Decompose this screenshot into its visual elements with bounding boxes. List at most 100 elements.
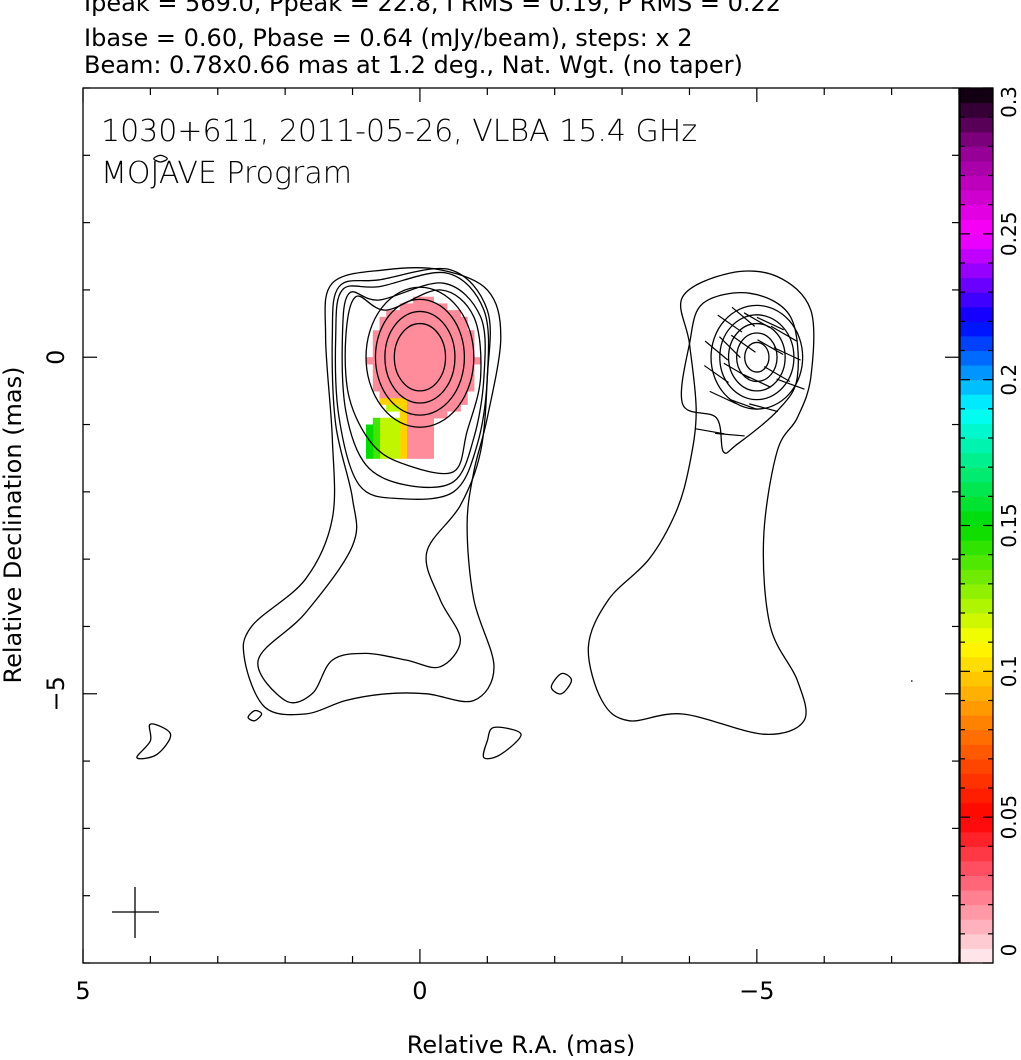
- evpa-vector: [756, 316, 785, 331]
- y-tick-label: −5: [42, 676, 70, 711]
- pol-pixel: [413, 357, 421, 365]
- outer-jet-contour: [587, 270, 815, 735]
- colorbar-step: [960, 496, 993, 512]
- colorbar-step: [960, 481, 993, 497]
- pol-pixel: [366, 431, 374, 439]
- pol-pixel: [413, 350, 421, 358]
- pol-pixel: [440, 337, 448, 345]
- colorbar-step: [960, 335, 993, 351]
- pol-pixel: [379, 424, 387, 432]
- pol-pixel: [460, 316, 468, 325]
- pol-pixel: [393, 417, 401, 426]
- pol-pixel: [399, 303, 407, 311]
- y-tick-label: 0: [42, 350, 70, 365]
- pol-pixel: [393, 323, 401, 331]
- pol-pixel: [413, 296, 421, 304]
- pol-pixel: [386, 424, 394, 432]
- pol-pixel: [406, 323, 414, 331]
- pol-pixel: [446, 350, 455, 358]
- colorbar-step: [960, 146, 993, 162]
- pol-pixel: [453, 364, 461, 372]
- colorbar-step: [960, 554, 993, 570]
- pol-pixel: [419, 303, 428, 311]
- pol-pixel: [419, 444, 428, 452]
- evpa-vector: [749, 403, 779, 413]
- contour-island: [247, 709, 263, 722]
- pol-pixel: [446, 384, 455, 392]
- evpa-vector: [703, 365, 729, 384]
- x-tick-label: 5: [75, 977, 90, 1005]
- colorbar-step: [960, 788, 993, 804]
- pol-pixel: [406, 350, 414, 358]
- pol-pixel: [379, 323, 387, 331]
- pol-pixel: [453, 337, 461, 345]
- evpa-vectors: [694, 306, 805, 437]
- pol-pixel: [393, 370, 401, 378]
- pol-pixel: [406, 370, 414, 378]
- pol-pixel: [413, 451, 421, 459]
- colorbar-step: [960, 233, 993, 249]
- pol-pixel: [453, 357, 461, 365]
- pol-pixel: [366, 424, 374, 432]
- contour-island: [482, 726, 522, 760]
- evpa-vector: [773, 347, 801, 361]
- evpa-vector: [729, 398, 758, 410]
- pol-pixel: [453, 370, 461, 378]
- pol-pixel: [453, 310, 461, 318]
- pol-pixel: [426, 377, 434, 385]
- colorbar-step: [960, 700, 993, 716]
- pol-pixel: [419, 424, 428, 432]
- pol-pixel: [446, 337, 455, 345]
- pol-pixel: [372, 377, 381, 385]
- pol-pixel: [386, 431, 394, 439]
- colorbar-step: [960, 583, 993, 599]
- colorbar-step: [960, 394, 993, 410]
- colorbar-step: [960, 817, 993, 833]
- core-contour: [393, 322, 447, 392]
- colorbar-step: [960, 160, 993, 176]
- pol-pixel: [379, 444, 387, 452]
- evpa-vector: [731, 306, 756, 327]
- pol-pixel: [426, 330, 434, 338]
- pol-pixel: [426, 438, 434, 446]
- pol-pixel: [440, 330, 448, 338]
- core-contour: [735, 332, 778, 383]
- pol-pixel: [413, 370, 421, 378]
- stats-line-1: Ipeak = 569.0, Ppeak = 22.8, I RMS = 0.1…: [84, 0, 782, 17]
- y-axis-label: Relative Declination (mas): [0, 366, 27, 683]
- pol-pixel: [379, 337, 387, 345]
- contour-island: [153, 154, 168, 163]
- pol-pixel: [433, 370, 441, 378]
- colorbar-step: [960, 948, 993, 964]
- pol-pixel: [399, 337, 407, 345]
- colorbar-step: [960, 467, 993, 483]
- pol-pixel: [393, 438, 401, 446]
- pol-pixel: [399, 323, 407, 331]
- colorbar-step: [960, 919, 993, 935]
- pol-pixel: [386, 350, 394, 358]
- pol-pixel: [440, 310, 448, 318]
- pol-pixel: [413, 431, 421, 439]
- pol-pixel: [372, 451, 381, 459]
- pol-pixel: [453, 390, 461, 399]
- pol-pixel: [406, 438, 414, 446]
- pol-pixel: [379, 451, 387, 459]
- beam-line: Beam: 0.78x0.66 mas at 1.2 deg., Nat. Wg…: [84, 51, 743, 79]
- core-contour: [374, 298, 466, 416]
- pol-pixel: [399, 330, 407, 338]
- pol-pixel: [393, 397, 401, 405]
- pol-pixel: [440, 316, 448, 325]
- evpa-vector: [718, 336, 741, 359]
- pol-pixel: [393, 337, 401, 345]
- pol-pixel: [386, 404, 394, 412]
- pol-pixel: [399, 424, 407, 432]
- pol-pixel: [419, 370, 428, 378]
- evpa-vector: [757, 339, 784, 356]
- pol-pixel: [426, 390, 434, 399]
- colorbar-step: [960, 292, 993, 308]
- right-intensity-contours: [550, 270, 913, 735]
- pol-pixel: [379, 417, 387, 426]
- contour-island: [550, 672, 573, 695]
- colorbar-step: [960, 598, 993, 614]
- evpa-vector: [763, 366, 791, 382]
